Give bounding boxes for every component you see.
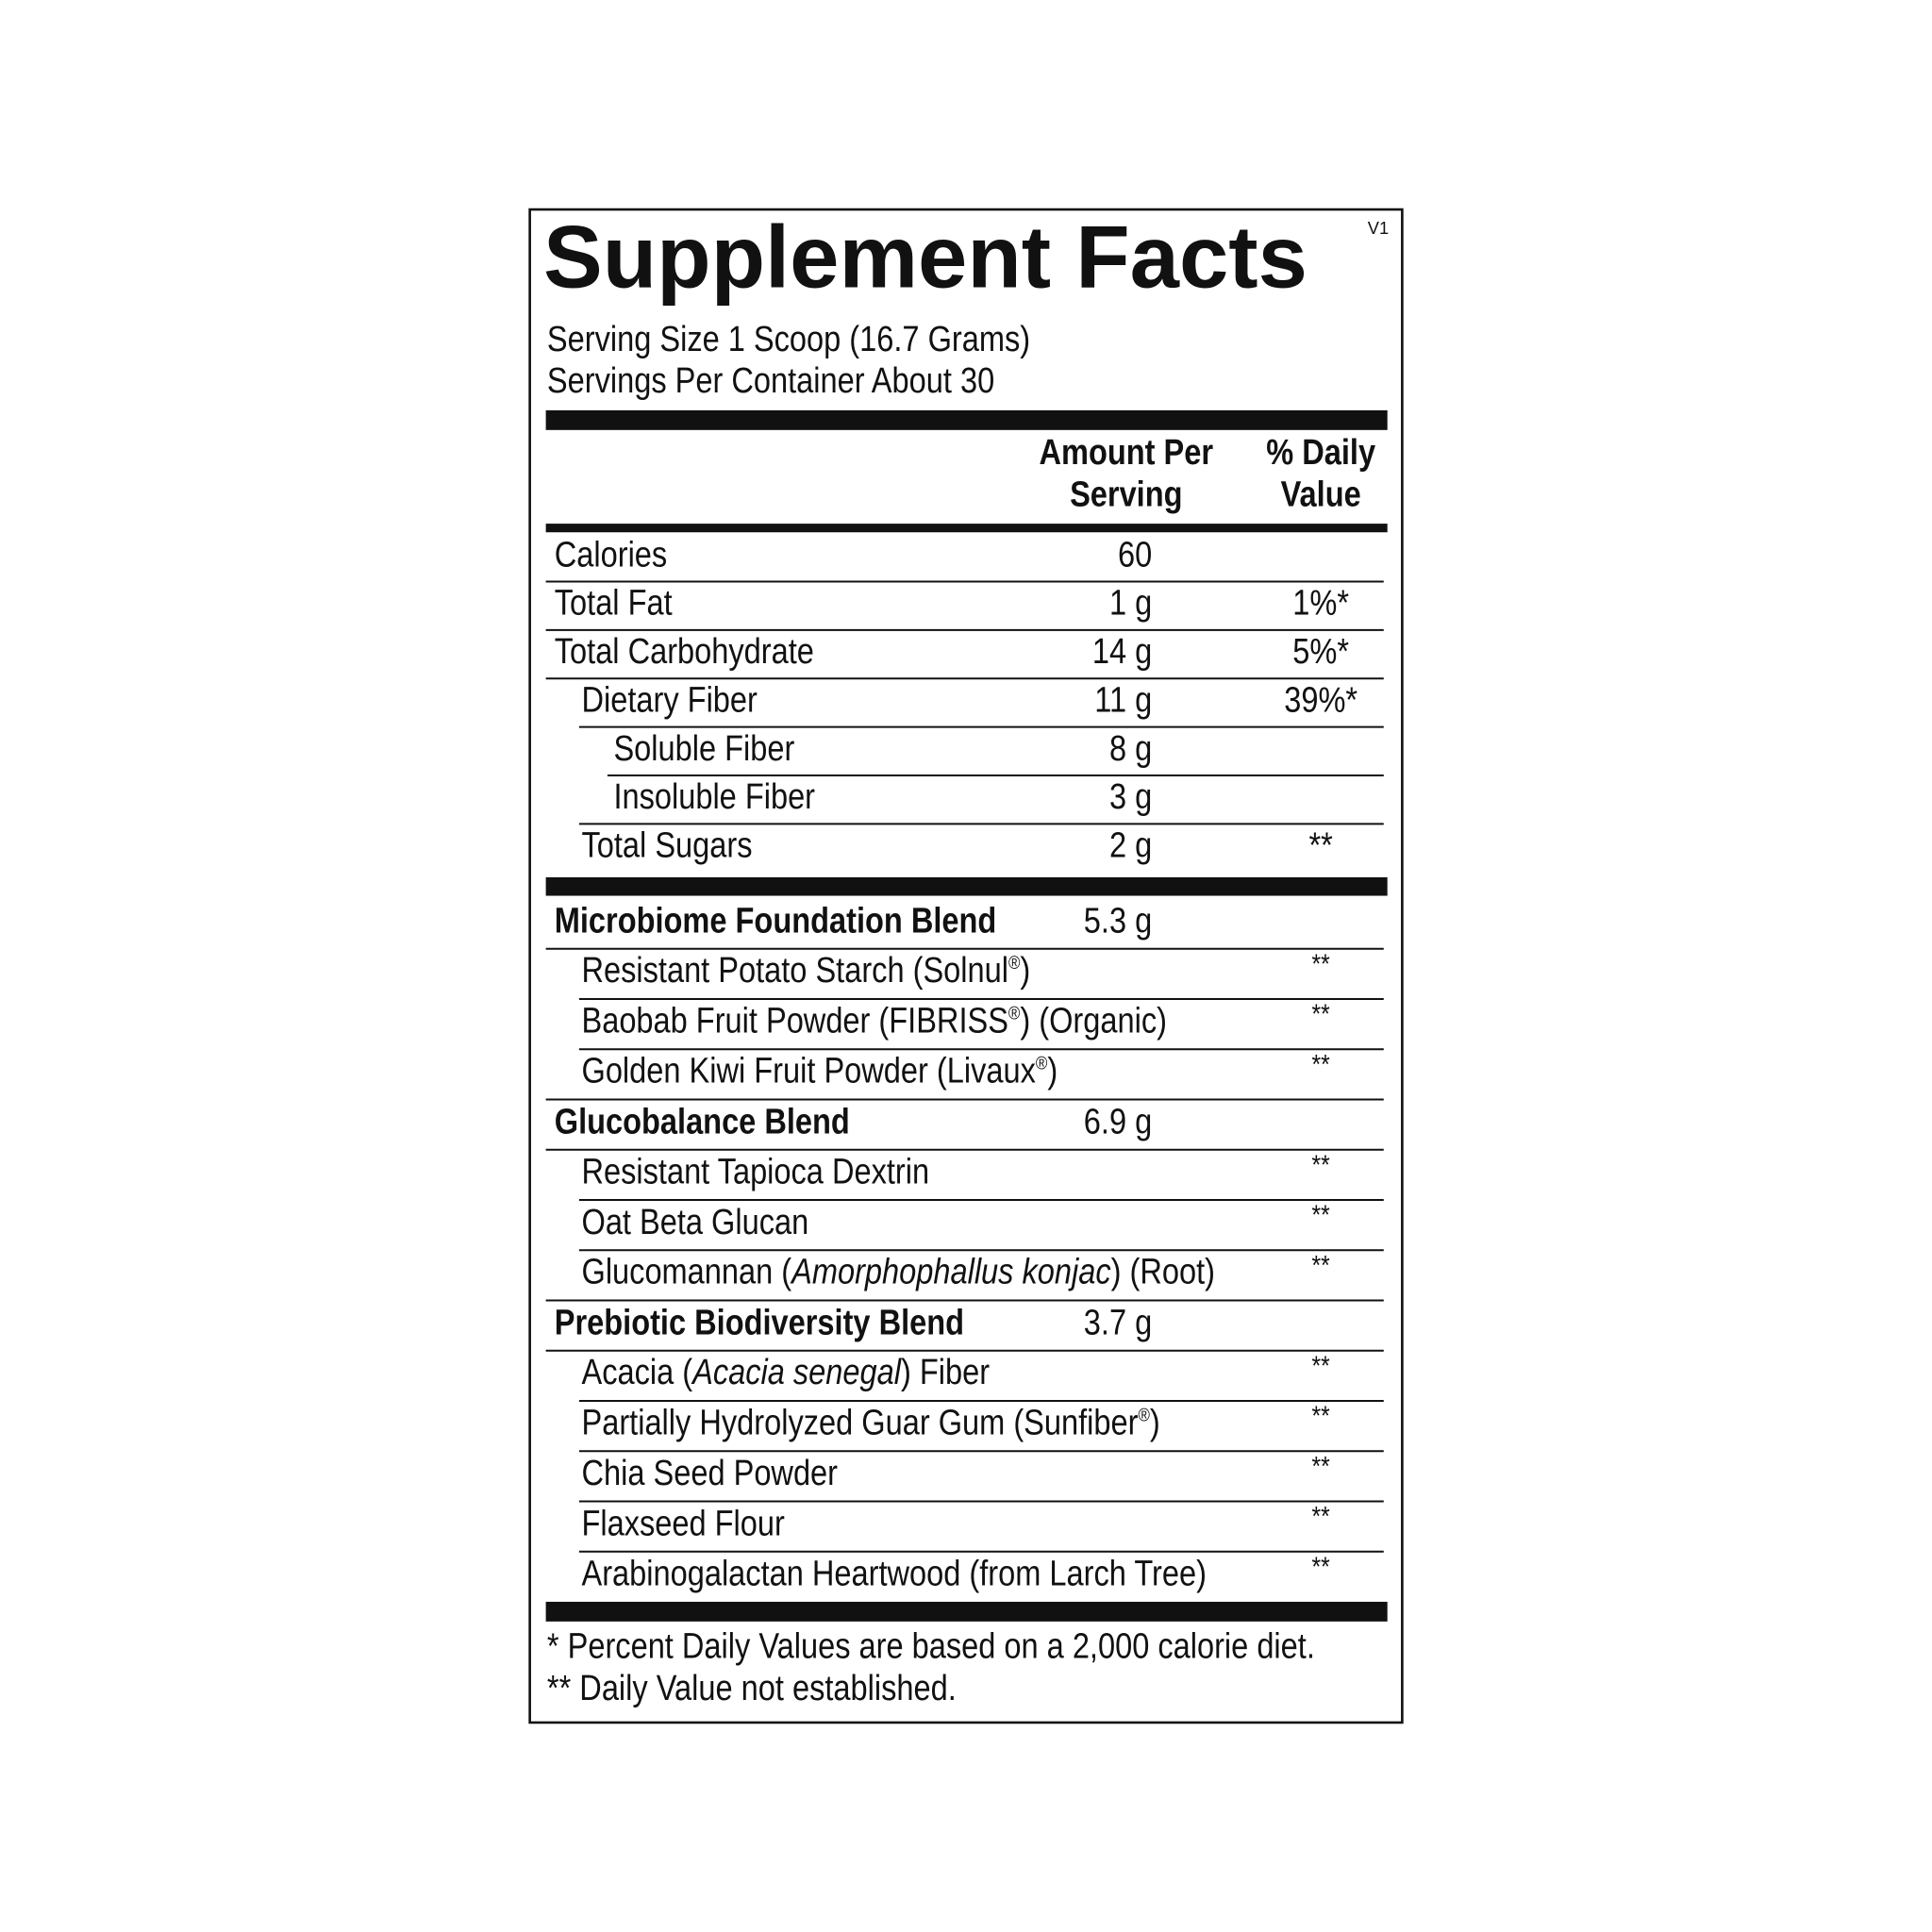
text-part: Acacia senegal xyxy=(691,1353,902,1392)
serving-info: Serving Size 1 Scoop (16.7 Grams) xyxy=(547,320,1030,359)
text-part: ® xyxy=(1036,1052,1048,1074)
blend-amount: 5.3 g xyxy=(1084,901,1152,941)
daily-value: ** xyxy=(1312,1552,1330,1582)
blend-amount: 3.7 g xyxy=(1084,1303,1152,1342)
ingredient-name: Chia Seed Powder xyxy=(581,1454,838,1493)
ingredient-name: Baobab Fruit Powder (FIBRISS®) (Organic) xyxy=(581,1002,1166,1041)
blend-name: Microbiome Foundation Blend xyxy=(555,901,997,941)
medium-rule xyxy=(545,524,1388,533)
daily-value: ** xyxy=(1312,999,1330,1029)
daily-value: ** xyxy=(1312,1401,1330,1431)
text-part: ) xyxy=(1047,1052,1058,1091)
nutrient-name: Calories xyxy=(555,535,667,575)
text-part: ) xyxy=(1020,951,1030,991)
nutrient-amount: 1 g xyxy=(1109,584,1152,624)
text-part: ) (Root) xyxy=(1111,1253,1215,1292)
label-border xyxy=(528,208,1404,1724)
nutrient-amount: 14 g xyxy=(1092,632,1152,672)
column-header: Serving xyxy=(1070,475,1182,514)
text-part: Glucomannan ( xyxy=(581,1253,791,1292)
text-part: ® xyxy=(1008,1002,1021,1024)
blend-amount: 6.9 g xyxy=(1084,1102,1152,1141)
ingredient-name: Resistant Tapioca Dextrin xyxy=(581,1152,929,1191)
text-part: ® xyxy=(1008,952,1021,974)
column-header: Amount Per xyxy=(1040,433,1214,473)
title: Supplement Facts xyxy=(543,207,1307,306)
text-part: Golden Kiwi Fruit Powder (Livaux xyxy=(581,1052,1036,1091)
daily-value: ** xyxy=(1312,1351,1330,1381)
ingredient-name: Partially Hydrolyzed Guar Gum (Sunfiber®… xyxy=(581,1404,1159,1443)
column-header: % Daily xyxy=(1266,433,1375,473)
thick-rule xyxy=(545,876,1388,896)
text-part: Resistant Potato Starch (Solnul xyxy=(581,951,1008,991)
nutrient-name: Total Sugars xyxy=(581,825,752,865)
daily-value: 39%* xyxy=(1284,680,1357,720)
daily-value: ** xyxy=(1312,1451,1330,1481)
daily-value: ** xyxy=(1312,1049,1330,1079)
nutrient-name: Total Carbohydrate xyxy=(555,632,814,672)
text-part: ® xyxy=(1138,1404,1150,1425)
ingredient-name: Arabinogalactan Heartwood (from Larch Tr… xyxy=(581,1554,1206,1593)
text-part: ) xyxy=(1150,1404,1160,1443)
column-header: Value xyxy=(1281,475,1361,514)
ingredient-name: Golden Kiwi Fruit Powder (Livaux®) xyxy=(581,1052,1058,1091)
daily-value: ** xyxy=(1308,825,1333,865)
ingredient-name: Oat Beta Glucan xyxy=(581,1203,808,1242)
text-part: ) Fiber xyxy=(901,1353,990,1392)
nutrient-name: Dietary Fiber xyxy=(581,680,758,720)
nutrient-amount: 11 g xyxy=(1094,680,1152,720)
version: V1 xyxy=(1368,218,1389,238)
thick-rule xyxy=(545,409,1388,430)
daily-value: ** xyxy=(1312,1501,1330,1531)
text-part: Baobab Fruit Powder (FIBRISS xyxy=(581,1002,1008,1041)
nutrient-amount: 8 g xyxy=(1109,729,1152,769)
nutrient-name: Insoluble Fiber xyxy=(613,777,815,817)
daily-value: ** xyxy=(1312,1200,1330,1230)
ingredient-name: Flaxseed Flour xyxy=(581,1504,785,1543)
serving-info: Servings Per Container About 30 xyxy=(547,361,994,401)
footnote: ** Daily Value not established. xyxy=(547,1669,957,1708)
ingredient-name: Acacia (Acacia senegal) Fiber xyxy=(581,1353,990,1392)
daily-value: ** xyxy=(1312,1250,1330,1280)
blend-name: Glucobalance Blend xyxy=(555,1102,850,1141)
daily-value: 5%* xyxy=(1292,632,1349,672)
nutrient-name: Soluble Fiber xyxy=(613,729,794,769)
ingredient-name: Glucomannan (Amorphophallus konjac) (Roo… xyxy=(581,1253,1214,1292)
thick-rule xyxy=(545,1601,1388,1622)
daily-value: ** xyxy=(1312,1150,1330,1180)
text-part: Amorphophallus konjac xyxy=(790,1253,1111,1292)
ingredient-name: Resistant Potato Starch (Solnul®) xyxy=(581,951,1030,991)
daily-value: 1%* xyxy=(1292,584,1349,624)
nutrient-amount: 2 g xyxy=(1109,825,1152,865)
nutrient-name: Total Fat xyxy=(555,584,673,624)
nutrient-amount: 60 xyxy=(1118,535,1152,575)
text-part: Partially Hydrolyzed Guar Gum (Sunfiber xyxy=(581,1404,1138,1443)
footnote: * Percent Daily Values are based on a 2,… xyxy=(547,1626,1315,1666)
text-part: Acacia ( xyxy=(581,1353,692,1392)
blend-name: Prebiotic Biodiversity Blend xyxy=(555,1303,964,1342)
nutrient-amount: 3 g xyxy=(1109,777,1152,817)
daily-value: ** xyxy=(1312,949,1330,979)
text-part: ) (Organic) xyxy=(1020,1002,1167,1041)
